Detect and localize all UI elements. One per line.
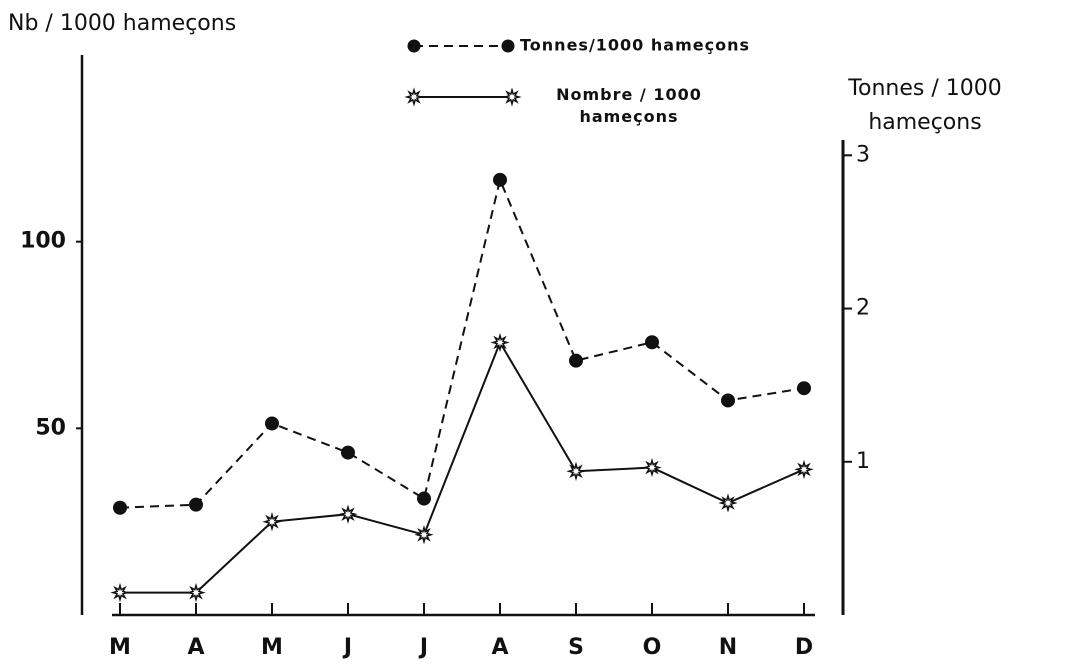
point xyxy=(262,512,282,532)
y2-axis-label: Tonnes / 1000 hameçons xyxy=(848,76,1002,135)
y-axis-label: Nb / 1000 hameçons xyxy=(8,11,236,36)
legend-marker xyxy=(501,39,515,53)
x-tick-label: A xyxy=(491,635,508,660)
legend-label-box: Nombre / 1000 hameçons xyxy=(556,85,702,126)
point xyxy=(718,493,738,513)
point xyxy=(642,457,662,478)
point xyxy=(417,491,431,506)
point xyxy=(569,353,583,368)
series-line xyxy=(119,176,805,509)
legend-label: Nombre / 1000 hameçons xyxy=(556,85,702,126)
legend-marker xyxy=(407,39,421,53)
x-tick-label: J xyxy=(342,635,352,660)
point xyxy=(490,332,510,353)
y-tick-label: 50 xyxy=(35,415,66,440)
y2-axis-label-box: Tonnes / 1000 hameçons xyxy=(848,76,1002,135)
point xyxy=(493,172,507,187)
point xyxy=(721,393,735,408)
point xyxy=(186,582,206,603)
point xyxy=(341,445,355,460)
x-tick-label: A xyxy=(187,635,204,660)
x-tick-label: O xyxy=(643,635,662,660)
y2-tick-label: 3 xyxy=(856,142,870,167)
legend-marker xyxy=(404,87,424,107)
point xyxy=(794,459,814,480)
point xyxy=(265,416,279,431)
point xyxy=(566,461,586,481)
x-tick-label: M xyxy=(109,635,131,660)
point xyxy=(338,504,358,524)
x-tick-label: D xyxy=(795,635,813,660)
x-tick-label: S xyxy=(568,635,584,660)
y2-tick-label: 2 xyxy=(856,296,870,321)
point xyxy=(189,497,203,512)
point xyxy=(113,500,127,515)
x-tick-label: J xyxy=(418,635,428,660)
x-tick-label: N xyxy=(719,635,737,660)
series-line xyxy=(120,340,805,594)
y2-tick-label: 1 xyxy=(856,449,870,474)
legend-label: Tonnes/1000 hameçons xyxy=(520,36,750,55)
y-tick-label: 100 xyxy=(20,229,66,254)
x-tick-label: M xyxy=(261,635,283,660)
point xyxy=(797,381,811,396)
point xyxy=(645,335,659,350)
point xyxy=(110,582,130,603)
point xyxy=(414,525,434,545)
legend-marker xyxy=(502,87,522,107)
